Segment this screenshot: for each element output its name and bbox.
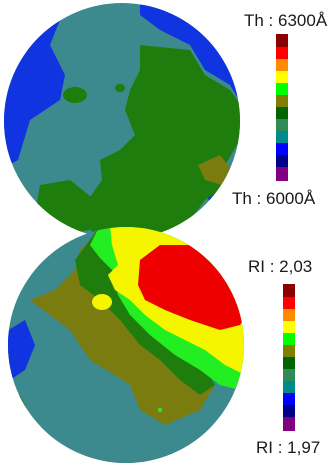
refractive-index-max-label: RI : 2,03 [248,257,312,276]
green-spot [63,87,87,103]
olive-region-right [198,155,232,185]
yellow-spot [92,294,112,310]
thickness-min-label: Th : 6000Å [232,189,316,208]
green-region-center [85,45,240,239]
refractive-index-min-label: RI : 1,97 [256,438,320,457]
thickness-colorbar [276,34,288,181]
thickness-wafer-map [4,3,240,239]
lime-dot [158,408,162,412]
thickness-max-label: Th : 6300Å [244,11,328,30]
small-green-spot [115,84,125,92]
refractive-index-colorbar [283,284,295,431]
olive-region-diagonal [30,230,215,425]
refractive-index-wafer-map [8,227,244,463]
